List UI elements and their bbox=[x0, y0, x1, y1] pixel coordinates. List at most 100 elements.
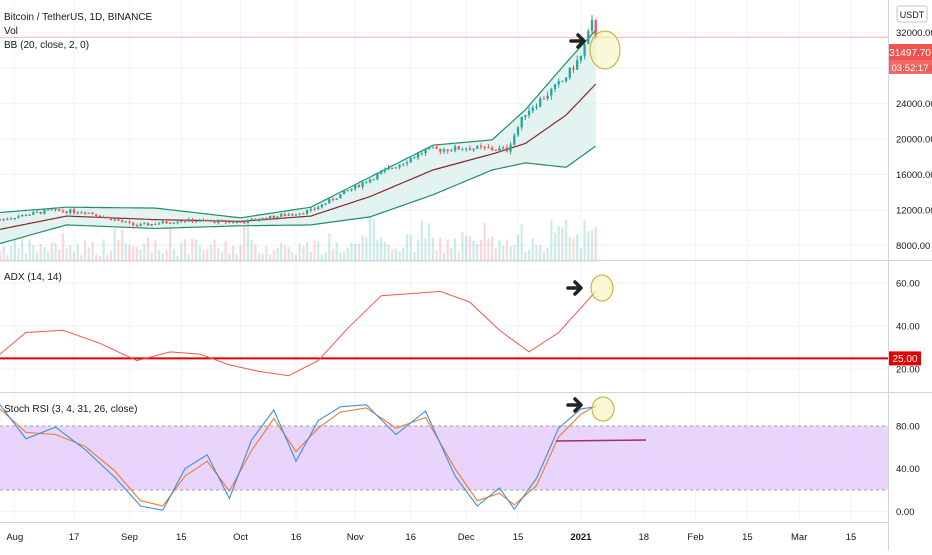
candle-body[interactable] bbox=[188, 219, 190, 221]
candle-body[interactable] bbox=[465, 149, 467, 150]
candle-body[interactable] bbox=[558, 81, 560, 84]
candle-body[interactable] bbox=[69, 209, 71, 213]
candle-body[interactable] bbox=[432, 147, 434, 148]
candle-body[interactable] bbox=[254, 219, 256, 220]
candle-body[interactable] bbox=[54, 209, 56, 210]
candle-body[interactable] bbox=[313, 209, 315, 210]
candle-body[interactable] bbox=[62, 211, 64, 212]
candle-body[interactable] bbox=[284, 214, 286, 216]
candle-body[interactable] bbox=[51, 209, 53, 210]
candle-body[interactable] bbox=[84, 213, 86, 214]
candle-body[interactable] bbox=[450, 151, 452, 152]
candle-body[interactable] bbox=[398, 165, 400, 168]
candle-body[interactable] bbox=[121, 221, 123, 222]
candle-body[interactable] bbox=[580, 56, 582, 61]
candle-body[interactable] bbox=[380, 172, 382, 174]
candle-body[interactable] bbox=[269, 216, 271, 220]
candle-body[interactable] bbox=[546, 96, 548, 99]
candle-body[interactable] bbox=[99, 216, 101, 217]
candle-body[interactable] bbox=[102, 217, 104, 218]
candle-body[interactable] bbox=[439, 149, 441, 152]
candle-body[interactable] bbox=[317, 207, 319, 209]
candle-body[interactable] bbox=[339, 194, 341, 198]
candle-body[interactable] bbox=[65, 211, 67, 213]
candle-body[interactable] bbox=[550, 89, 552, 96]
candle-body[interactable] bbox=[587, 31, 589, 44]
candle-body[interactable] bbox=[458, 146, 460, 149]
candle-body[interactable] bbox=[276, 217, 278, 219]
candle-body[interactable] bbox=[250, 219, 252, 220]
candle-body[interactable] bbox=[539, 99, 541, 107]
candle-body[interactable] bbox=[391, 168, 393, 169]
candle-body[interactable] bbox=[273, 216, 275, 218]
candle-body[interactable] bbox=[350, 189, 352, 190]
candle-body[interactable] bbox=[158, 223, 160, 224]
candle-body[interactable] bbox=[162, 221, 164, 223]
candle-body[interactable] bbox=[17, 216, 19, 218]
candle-body[interactable] bbox=[239, 222, 241, 223]
candle-body[interactable] bbox=[569, 68, 571, 78]
candle-body[interactable] bbox=[495, 150, 497, 151]
candle-body[interactable] bbox=[428, 147, 430, 149]
candle-body[interactable] bbox=[336, 198, 338, 199]
candle-body[interactable] bbox=[591, 20, 593, 31]
candle-body[interactable] bbox=[125, 222, 127, 223]
candle-body[interactable] bbox=[565, 78, 567, 82]
candle-body[interactable] bbox=[202, 220, 204, 221]
candle-body[interactable] bbox=[195, 221, 197, 222]
candle-body[interactable] bbox=[321, 204, 323, 207]
candle-body[interactable] bbox=[40, 212, 42, 214]
candle-body[interactable] bbox=[484, 147, 486, 148]
candle-body[interactable] bbox=[228, 222, 230, 223]
candle-body[interactable] bbox=[180, 221, 182, 222]
candle-body[interactable] bbox=[287, 215, 289, 216]
candle-body[interactable] bbox=[347, 190, 349, 191]
candle-body[interactable] bbox=[572, 68, 574, 70]
candle-body[interactable] bbox=[361, 182, 363, 187]
candle-body[interactable] bbox=[513, 135, 515, 144]
candle-body[interactable] bbox=[176, 222, 178, 223]
candle-body[interactable] bbox=[476, 146, 478, 149]
candle-body[interactable] bbox=[0, 220, 1, 221]
candle-body[interactable] bbox=[184, 221, 186, 222]
candle-body[interactable] bbox=[210, 221, 212, 222]
candle-body[interactable] bbox=[387, 168, 389, 170]
candle-body[interactable] bbox=[132, 222, 134, 225]
candle-body[interactable] bbox=[443, 149, 445, 151]
candle-body[interactable] bbox=[343, 191, 345, 194]
candle-body[interactable] bbox=[324, 203, 326, 204]
candle-body[interactable] bbox=[332, 199, 334, 200]
candle-body[interactable] bbox=[28, 215, 30, 216]
candle-body[interactable] bbox=[310, 209, 312, 210]
candle-body[interactable] bbox=[262, 218, 264, 220]
candle-body[interactable] bbox=[58, 209, 60, 211]
candle-body[interactable] bbox=[413, 158, 415, 159]
candle-body[interactable] bbox=[243, 222, 245, 223]
candle-body[interactable] bbox=[295, 215, 297, 216]
candle-body[interactable] bbox=[199, 220, 201, 221]
candle-body[interactable] bbox=[47, 209, 49, 210]
candle-body[interactable] bbox=[128, 222, 130, 223]
candle-body[interactable] bbox=[498, 148, 500, 150]
candle-body[interactable] bbox=[80, 213, 82, 214]
candle-body[interactable] bbox=[110, 217, 112, 220]
candle-body[interactable] bbox=[561, 81, 563, 82]
candle-body[interactable] bbox=[469, 149, 471, 150]
candle-body[interactable] bbox=[302, 213, 304, 214]
candle-body[interactable] bbox=[402, 164, 404, 165]
candle-body[interactable] bbox=[487, 147, 489, 148]
candle-body[interactable] bbox=[502, 147, 504, 148]
candle-body[interactable] bbox=[236, 222, 238, 223]
candle-body[interactable] bbox=[77, 213, 79, 214]
candle-body[interactable] bbox=[225, 220, 227, 222]
candle-body[interactable] bbox=[154, 224, 156, 225]
candle-body[interactable] bbox=[169, 223, 171, 224]
candle-body[interactable] bbox=[454, 146, 456, 150]
candle-body[interactable] bbox=[576, 60, 578, 69]
candle-body[interactable] bbox=[421, 153, 423, 154]
candle-body[interactable] bbox=[165, 221, 167, 223]
candle-body[interactable] bbox=[373, 179, 375, 180]
candle-body[interactable] bbox=[424, 149, 426, 153]
candle-body[interactable] bbox=[583, 44, 585, 56]
